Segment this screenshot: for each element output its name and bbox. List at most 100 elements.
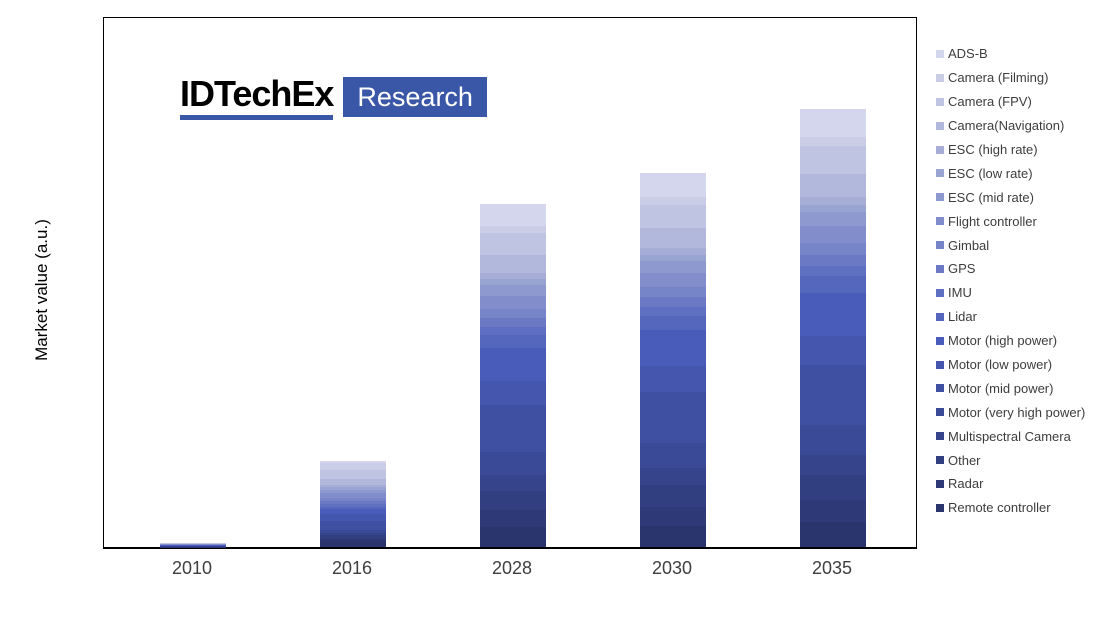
bar-segment xyxy=(640,254,706,262)
legend-color-swatch-icon xyxy=(936,456,944,465)
legend-color-swatch-icon xyxy=(936,384,944,393)
x-tick-label: 2028 xyxy=(491,558,533,578)
bar-segment xyxy=(480,347,546,382)
bar-segment xyxy=(800,475,866,501)
legend-item: ESC (mid rate) xyxy=(936,185,1103,209)
x-tick-label: 2035 xyxy=(811,558,853,578)
bar-segment xyxy=(800,109,866,138)
legend-item: ESC (low rate) xyxy=(936,161,1103,185)
legend-color-swatch-icon xyxy=(936,408,944,417)
legend-item: Camera(Navigation) xyxy=(936,114,1103,138)
legend-color-swatch-icon xyxy=(936,360,944,369)
bar-segment xyxy=(320,485,386,488)
stacked-bar-2030 xyxy=(640,173,706,547)
bar-segment xyxy=(480,233,546,255)
legend-color-swatch-icon xyxy=(936,97,944,106)
legend-color-swatch-icon xyxy=(936,49,944,58)
stacked-bar-2016 xyxy=(320,461,386,547)
legend-item: ESC (high rate) xyxy=(936,138,1103,162)
legend-color-swatch-icon xyxy=(936,193,944,202)
legend-label: IMU xyxy=(948,285,972,301)
legend-color-swatch-icon xyxy=(936,288,944,297)
bar-segment xyxy=(480,296,546,309)
bar-segment xyxy=(480,285,546,297)
legend-label: Motor (mid power) xyxy=(948,380,1054,396)
legend-item: Lidar xyxy=(936,305,1103,329)
bar-segment xyxy=(800,212,866,227)
legend-label: ESC (high rate) xyxy=(948,142,1038,157)
bar-segment xyxy=(480,318,546,328)
bar-segment xyxy=(320,540,386,547)
legend-item: Motor (mid power) xyxy=(936,376,1103,400)
bar-segment xyxy=(160,543,226,544)
bar-segment xyxy=(800,196,866,205)
legend-color-swatch-icon xyxy=(936,241,944,250)
bar-segment xyxy=(800,204,866,213)
bar-segment xyxy=(480,404,546,452)
bar-segment xyxy=(320,487,386,490)
bar-segment xyxy=(480,335,546,348)
bar-segment xyxy=(800,425,866,456)
bar-segment xyxy=(800,226,866,243)
legend-label: ESC (low rate) xyxy=(948,165,1033,181)
legend-color-swatch-icon xyxy=(936,479,944,488)
legend-item: Camera (FPV) xyxy=(936,90,1103,114)
bar-segment xyxy=(320,461,386,464)
bar-segment xyxy=(320,508,386,515)
legend-label: Motor (very high power) xyxy=(948,404,1086,420)
legend-label: Other xyxy=(948,452,981,468)
bar-segment xyxy=(320,497,386,502)
bar-segment xyxy=(480,308,546,319)
stacked-bar-2028 xyxy=(480,204,546,547)
bar-segment xyxy=(800,173,866,197)
legend-color-swatch-icon xyxy=(936,73,944,82)
legend-label: ESC (mid rate) xyxy=(948,189,1034,205)
bar-segment xyxy=(640,307,706,316)
bar-segment xyxy=(480,204,546,227)
bar-segment xyxy=(640,261,706,273)
bar-segment xyxy=(640,366,706,392)
legend-color-swatch-icon xyxy=(936,312,944,321)
legend-label: Multispectral Camera xyxy=(948,428,1071,444)
bar-segment xyxy=(320,533,386,535)
legend-label: Lidar xyxy=(948,309,977,325)
bar-segment xyxy=(800,455,866,476)
legend-item: GPS xyxy=(936,257,1103,281)
plot-area: IDTechEx Research xyxy=(103,17,917,549)
bar-segment xyxy=(640,485,706,507)
x-tick-label: 2010 xyxy=(171,558,213,578)
chart-legend: ADS-B Camera (Filming) Camera (FPV) Camera(… xyxy=(936,42,1103,520)
legend-item: Camera (Filming) xyxy=(936,66,1103,90)
legend-item: Motor (low power) xyxy=(936,353,1103,377)
bar-segment xyxy=(320,534,386,539)
logo-brand-text: IDTechEx xyxy=(180,73,334,114)
bar-segment xyxy=(480,254,546,273)
legend-label: ADS-B xyxy=(948,46,988,62)
bar-segment xyxy=(480,279,546,286)
legend-label: GPS xyxy=(948,261,976,277)
bar-segment xyxy=(320,463,386,470)
bar-segment xyxy=(640,173,706,198)
bar-segment xyxy=(800,276,866,293)
bar-segment xyxy=(800,242,866,255)
bar-segment xyxy=(640,315,706,330)
bar-segment xyxy=(640,506,706,526)
legend-item: Other xyxy=(936,448,1103,472)
bar-segment xyxy=(800,335,866,366)
stacked-bar-2035 xyxy=(800,109,866,547)
legend-item: ADS-B xyxy=(936,42,1103,66)
bar-segment xyxy=(320,538,386,541)
legend-item: IMU xyxy=(936,281,1103,305)
legend-item: Motor (high power) xyxy=(936,329,1103,353)
bar-segment xyxy=(480,490,546,511)
bar-segment xyxy=(480,381,546,405)
legend-item: Gimbal xyxy=(936,233,1103,257)
bar-segment xyxy=(320,493,386,498)
legend-label: Remote controller xyxy=(948,500,1051,516)
bar-segment xyxy=(640,286,706,297)
bar-segment xyxy=(480,226,546,234)
idtechex-logo: IDTechEx Research xyxy=(180,76,487,120)
stacked-bar-2010 xyxy=(160,542,226,547)
bar-segment xyxy=(640,468,706,486)
